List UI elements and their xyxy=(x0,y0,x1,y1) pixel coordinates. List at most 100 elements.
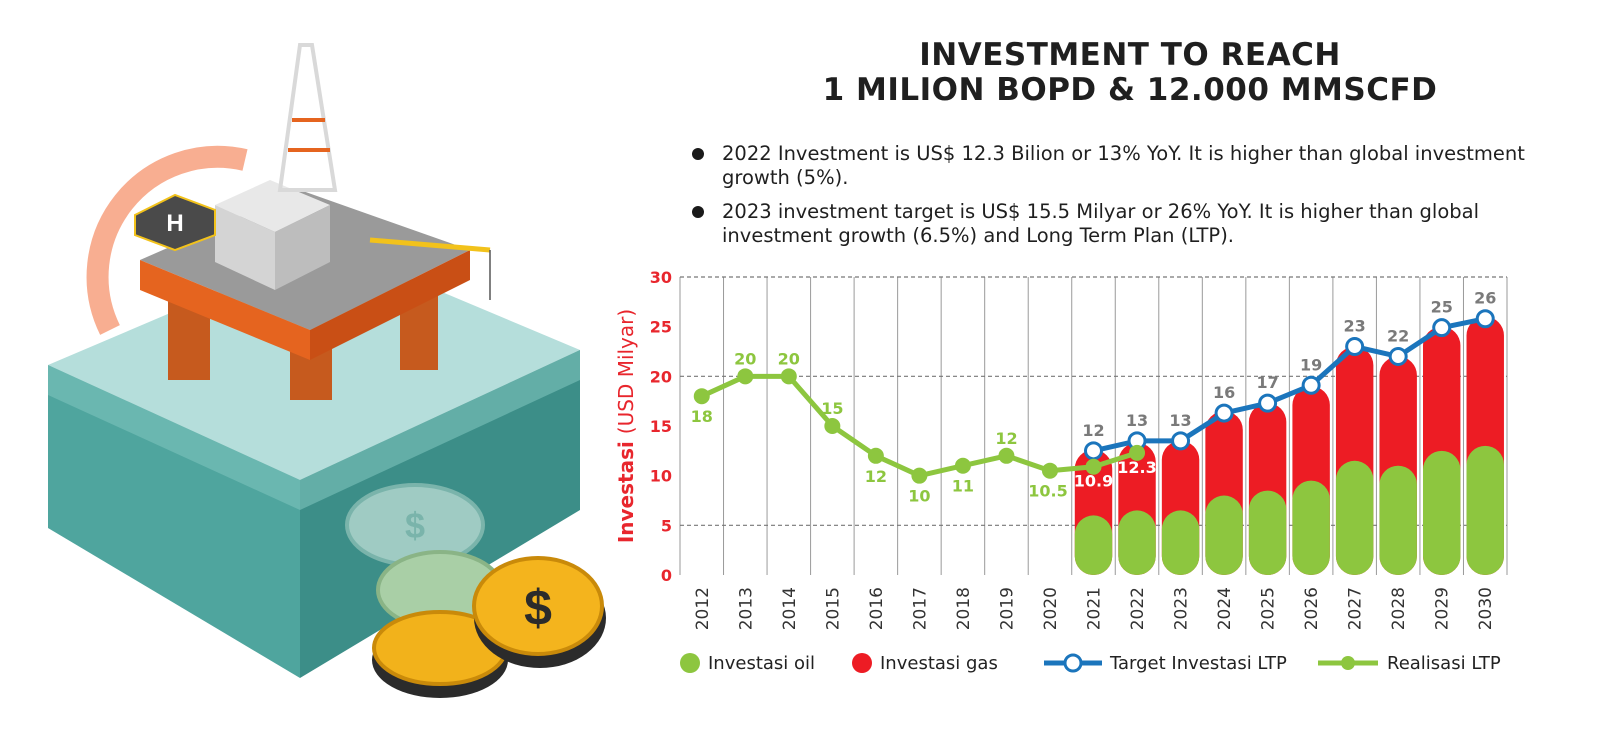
realisasi-ltp-point xyxy=(867,447,884,464)
rig-building xyxy=(215,205,275,290)
bar-oil xyxy=(1205,495,1243,575)
coin-dollar-sign: $ xyxy=(405,505,425,546)
x-tick-label: 2015 xyxy=(823,587,843,630)
realisasi-ltp-point xyxy=(998,447,1015,464)
coin-gold xyxy=(472,556,604,656)
realisasi-ltp-point xyxy=(911,467,928,484)
rig-deck-front xyxy=(140,260,310,360)
bar-oil xyxy=(1292,480,1330,575)
target-ltp-point xyxy=(1301,375,1321,395)
legend-realisasi-label: Realisasi LTP xyxy=(1387,653,1501,674)
x-tick-label: 2023 xyxy=(1172,587,1192,630)
bar-oil xyxy=(1118,510,1156,575)
bullet-dot xyxy=(692,206,704,218)
bar-oil xyxy=(1248,490,1287,575)
x-tick-label: 2017 xyxy=(910,587,930,630)
target-value-label: 12 xyxy=(1082,421,1104,440)
x-tick-label: 2026 xyxy=(1302,587,1322,630)
bar-oil xyxy=(1422,450,1461,575)
bullet-item: 2022 Investment is US$ 12.3 Bilion or 13… xyxy=(690,142,1550,190)
realisasi-ltp-point xyxy=(1085,458,1102,475)
realisasi-value-label: 10 xyxy=(908,487,930,506)
legend-gas-label: Investasi gas xyxy=(880,653,998,674)
target-ltp-point xyxy=(1475,309,1495,329)
target-value-label: 19 xyxy=(1300,355,1322,374)
rig-deck-side xyxy=(310,250,470,360)
target-value-label: 16 xyxy=(1213,383,1235,402)
y-tick-label: 30 xyxy=(650,268,672,287)
y-axis-label-units: (USD Milyar) xyxy=(614,309,638,434)
x-tick-label: 2021 xyxy=(1085,587,1105,630)
bar-oil xyxy=(1335,460,1374,575)
derrick-tower xyxy=(277,43,338,192)
target-ltp-point xyxy=(1214,403,1234,423)
bullet-dot xyxy=(692,148,704,160)
target-value-label: 22 xyxy=(1387,326,1409,345)
y-tick-label: 0 xyxy=(661,566,672,585)
y-tick-label: 10 xyxy=(650,467,672,486)
x-tick-label: 2019 xyxy=(997,587,1017,630)
offshore-rig-illustration: H $ $ xyxy=(48,43,606,698)
crane-boom xyxy=(369,237,491,253)
bar-oil xyxy=(1074,515,1113,575)
realisasi-ltp-point xyxy=(693,388,710,405)
rig-building xyxy=(275,205,330,290)
target-ltp-point xyxy=(1388,346,1408,366)
legend-target-label: Target Investasi LTP xyxy=(1109,653,1287,674)
target-value-label: 23 xyxy=(1344,317,1366,336)
legend-target-marker xyxy=(1063,653,1083,673)
realisasi-ltp-point xyxy=(954,457,971,474)
x-tick-label: 2012 xyxy=(693,587,713,630)
bullet-text: 2023 investment target is US$ 15.5 Milya… xyxy=(722,200,1480,247)
x-tick-label: 2027 xyxy=(1346,587,1366,630)
realisasi-value-label: 12.3 xyxy=(1117,458,1156,477)
helipad-letter: H xyxy=(166,210,183,237)
legend-realisasi-marker xyxy=(1341,656,1355,670)
x-tick-label: 2030 xyxy=(1476,587,1496,630)
x-tick-label: 2018 xyxy=(954,587,974,630)
water-front-overlay xyxy=(48,350,580,510)
y-tick-label: 20 xyxy=(650,367,672,386)
legend-gas-swatch xyxy=(852,653,872,673)
title-line-2: 1 MILION BOPD & 12.000 MMSCFD xyxy=(822,72,1438,108)
target-ltp-point xyxy=(1345,337,1365,357)
realisasi-ltp-point xyxy=(737,368,754,385)
bar-oil xyxy=(1379,465,1417,575)
x-tick-label: 2022 xyxy=(1128,587,1148,630)
realisasi-value-label: 12 xyxy=(995,429,1017,448)
realisasi-value-label: 11 xyxy=(952,477,974,496)
realisasi-value-label: 12 xyxy=(865,467,887,486)
page-title: INVESTMENT TO REACH 1 MILION BOPD & 12.0… xyxy=(700,38,1560,108)
orange-arc xyxy=(86,145,248,335)
realisasi-value-label: 15 xyxy=(821,399,843,418)
coin-dollar-sign: $ xyxy=(524,580,552,636)
target-ltp-point xyxy=(1084,441,1103,461)
realisasi-ltp-point xyxy=(824,418,841,434)
x-tick-label: 2025 xyxy=(1259,587,1279,630)
rig-building xyxy=(215,180,330,232)
x-tick-label: 2014 xyxy=(780,587,800,630)
bar-oil xyxy=(1161,510,1200,575)
y-tick-label: 25 xyxy=(650,318,672,337)
water-left-face xyxy=(48,365,300,678)
realisasi-value-label: 18 xyxy=(691,407,713,426)
target-ltp-point xyxy=(1258,393,1278,413)
helipad xyxy=(134,193,216,252)
realisasi-value-label: 20 xyxy=(778,349,800,368)
target-value-label: 13 xyxy=(1169,411,1191,430)
realisasi-ltp-point xyxy=(1129,444,1146,461)
target-value-label: 26 xyxy=(1474,289,1496,308)
bar-oil xyxy=(1466,445,1504,575)
x-tick-label: 2016 xyxy=(867,587,887,630)
realisasi-value-label: 10.9 xyxy=(1074,472,1113,491)
realisasi-ltp-point xyxy=(780,368,797,385)
bullet-text: 2022 Investment is US$ 12.3 Bilion or 13… xyxy=(722,142,1525,189)
y-axis-label: Investasi (USD Milyar) xyxy=(614,309,638,543)
target-value-label: 25 xyxy=(1431,298,1453,317)
x-tick-label: 2029 xyxy=(1433,587,1453,630)
bullet-item: 2023 investment target is US$ 15.5 Milya… xyxy=(690,200,1550,248)
target-value-label: 13 xyxy=(1126,411,1148,430)
realisasi-value-label: 10.5 xyxy=(1028,482,1067,501)
legend-oil-label: Investasi oil xyxy=(708,653,815,674)
